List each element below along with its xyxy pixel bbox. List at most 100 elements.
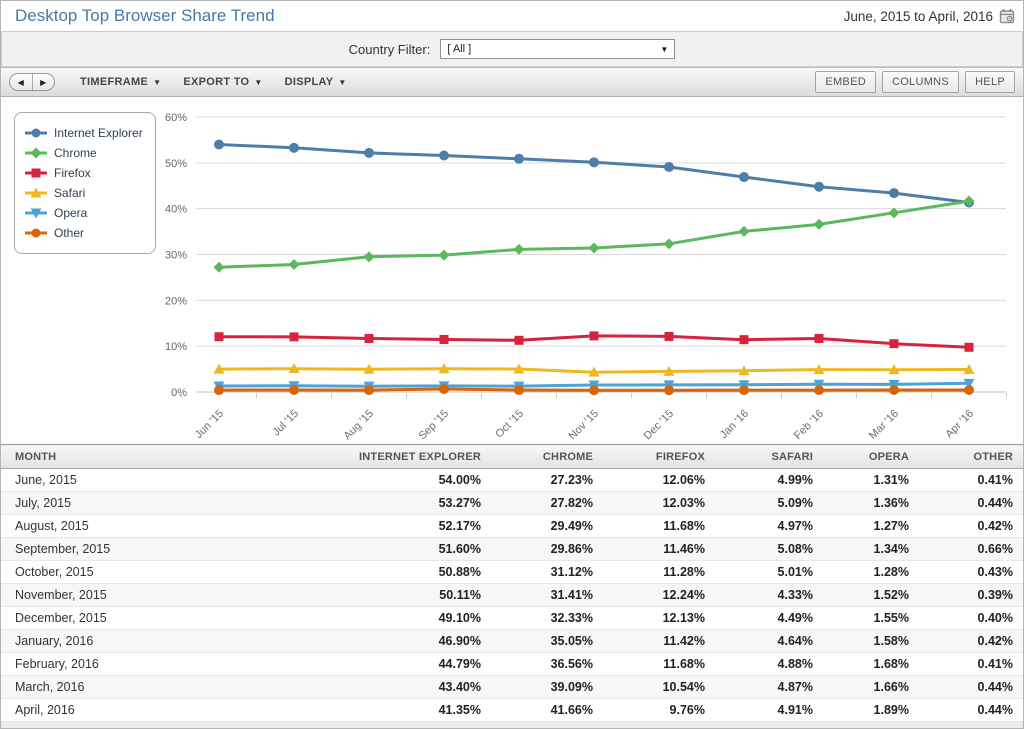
embed-button[interactable]: EMBED	[815, 71, 876, 93]
share-value-cell: 4.64%	[715, 629, 823, 653]
toolbar: ◀ ▶ TIMEFRAME ▼ EXPORT TO ▼ DISPLAY ▼ EM…	[1, 67, 1023, 97]
month-cell: August, 2015	[1, 514, 269, 538]
month-cell: January, 2016	[1, 629, 269, 653]
month-cell: September, 2015	[1, 537, 269, 561]
share-value-cell: 1.89%	[823, 698, 919, 722]
x-axis-label: Sep '15	[416, 408, 451, 443]
country-filter-value: [ All ]	[447, 43, 472, 55]
share-value-cell: 1.31%	[823, 468, 919, 492]
share-value-cell: 35.05%	[491, 629, 603, 653]
y-axis-label: 50%	[165, 158, 187, 170]
x-axis-label: Feb '16	[792, 408, 826, 442]
calendar-icon[interactable]	[999, 8, 1015, 24]
x-axis-label: Apr '16	[943, 408, 976, 441]
share-value-cell: 5.09%	[715, 491, 823, 515]
chevron-down-icon: ▼	[254, 77, 263, 87]
help-button[interactable]: HELP	[965, 71, 1015, 93]
y-axis-label: 0%	[171, 387, 187, 399]
share-value-cell: 1.55%	[823, 606, 919, 630]
legend-label: Other	[54, 226, 85, 240]
table-row: January, 2016 46.90% 35.05% 11.42% 4.64% 1.58…	[1, 629, 1023, 653]
share-value-cell: 4.87%	[715, 675, 823, 699]
share-value-cell: 12.03%	[603, 491, 715, 515]
date-range-wrap: June, 2015 to April, 2016	[844, 8, 1015, 24]
back-arrow-button[interactable]: ◀	[17, 77, 24, 87]
share-value-cell: 10.54%	[603, 675, 715, 699]
date-range: June, 2015 to April, 2016	[843, 8, 993, 24]
share-value-cell: 0.42%	[919, 629, 1023, 653]
table-wrap: MONTH INTERNET EXPLORER CHROME FIREFOX S…	[1, 444, 1023, 728]
page-title: Desktop Top Browser Share Trend	[15, 6, 275, 25]
y-axis-label: 60%	[165, 112, 187, 124]
circle-marker-icon	[25, 228, 47, 238]
share-value-cell: 52.17%	[269, 514, 491, 538]
table-row: September, 2015 51.60% 29.86% 11.46% 5.08% 1.…	[1, 537, 1023, 561]
trend-line-chart: 0% 10% 20% 30% 40% 50% 60% Jun '15 Jul '15 Aug '1…	[165, 112, 1007, 443]
share-value-cell: 0.44%	[919, 491, 1023, 515]
legend-label: Safari	[54, 186, 86, 200]
circle-marker-icon	[25, 128, 47, 138]
share-value-cell: 12.24%	[603, 583, 715, 607]
legend-item-chrome[interactable]: Chrome	[25, 146, 143, 160]
share-value-cell: 4.49%	[715, 606, 823, 630]
chevron-down-icon: ▼	[153, 77, 162, 87]
share-value-cell: 36.56%	[491, 652, 603, 676]
x-axis-label: Jul '15	[270, 408, 301, 439]
share-value-cell: 11.46%	[603, 537, 715, 561]
forward-arrow-button[interactable]: ▶	[31, 74, 55, 90]
share-value-cell: 1.68%	[823, 652, 919, 676]
share-value-cell: 31.12%	[491, 560, 603, 584]
col-firefox: FIREFOX	[603, 444, 715, 469]
share-value-cell: 0.41%	[919, 468, 1023, 492]
series-internet-explorer	[214, 139, 974, 208]
month-cell: October, 2015	[1, 560, 269, 584]
month-cell: March, 2016	[1, 675, 269, 699]
share-value-cell: 27.82%	[491, 491, 603, 515]
share-value-cell: 46.90%	[269, 629, 491, 653]
share-value-cell: 39.09%	[491, 675, 603, 699]
legend-item-other[interactable]: Other	[25, 226, 143, 240]
legend-item-internet-explorer[interactable]: Internet Explorer	[25, 126, 143, 140]
share-value-cell: 0.44%	[919, 698, 1023, 722]
month-cell: June, 2015	[1, 468, 269, 492]
share-value-cell: 50.88%	[269, 560, 491, 584]
chart-panel: Internet Explorer Chrome Firefox Safari Oper…	[1, 97, 1023, 444]
select-caret-icon: ▼	[660, 44, 669, 54]
month-cell: July, 2015	[1, 491, 269, 515]
month-cell: February, 2016	[1, 652, 269, 676]
legend-label: Chrome	[54, 146, 97, 160]
menu-display[interactable]: DISPLAY ▼	[284, 76, 347, 88]
x-axis-label: Jun '15	[193, 408, 226, 441]
legend-item-opera[interactable]: Opera	[25, 206, 143, 220]
table-row: December, 2015 49.10% 32.33% 12.13% 4.49% 1.5…	[1, 606, 1023, 630]
y-axis-label: 40%	[165, 204, 187, 216]
table-row: August, 2015 52.17% 29.49% 11.68% 4.97% 1.27%…	[1, 514, 1023, 538]
country-filter-select[interactable]: [ All ] ▼	[440, 39, 676, 59]
legend-item-firefox[interactable]: Firefox	[25, 166, 143, 180]
share-value-cell: 4.33%	[715, 583, 823, 607]
legend-item-safari[interactable]: Safari	[25, 186, 143, 200]
share-value-cell: 53.27%	[269, 491, 491, 515]
share-value-cell: 51.60%	[269, 537, 491, 561]
legend-label: Internet Explorer	[54, 126, 143, 140]
share-value-cell: 1.36%	[823, 491, 919, 515]
columns-button[interactable]: COLUMNS	[881, 71, 960, 93]
share-value-cell: 1.58%	[823, 629, 919, 653]
share-value-cell: 32.33%	[491, 606, 603, 630]
share-value-cell: 49.10%	[269, 606, 491, 630]
share-value-cell: 11.42%	[603, 629, 715, 653]
share-value-cell: 1.28%	[823, 560, 919, 584]
triangle-down-marker-icon	[25, 208, 47, 219]
x-axis-label: Aug '15	[341, 408, 376, 443]
menu-export-to[interactable]: EXPORT TO ▼	[183, 76, 263, 88]
share-value-cell: 54.00%	[269, 468, 491, 492]
timeframe-nav: ◀ ▶	[9, 73, 55, 91]
month-cell: December, 2015	[1, 606, 269, 630]
col-month: MONTH	[1, 444, 269, 469]
col-other: OTHER	[919, 444, 1023, 469]
series-firefox	[214, 331, 974, 352]
share-value-cell: 31.41%	[491, 583, 603, 607]
menu-timeframe[interactable]: TIMEFRAME ▼	[80, 76, 162, 88]
share-value-cell: 1.66%	[823, 675, 919, 699]
table-row: July, 2015 53.27% 27.82% 12.03% 5.09% 1.36% 0.…	[1, 491, 1023, 515]
